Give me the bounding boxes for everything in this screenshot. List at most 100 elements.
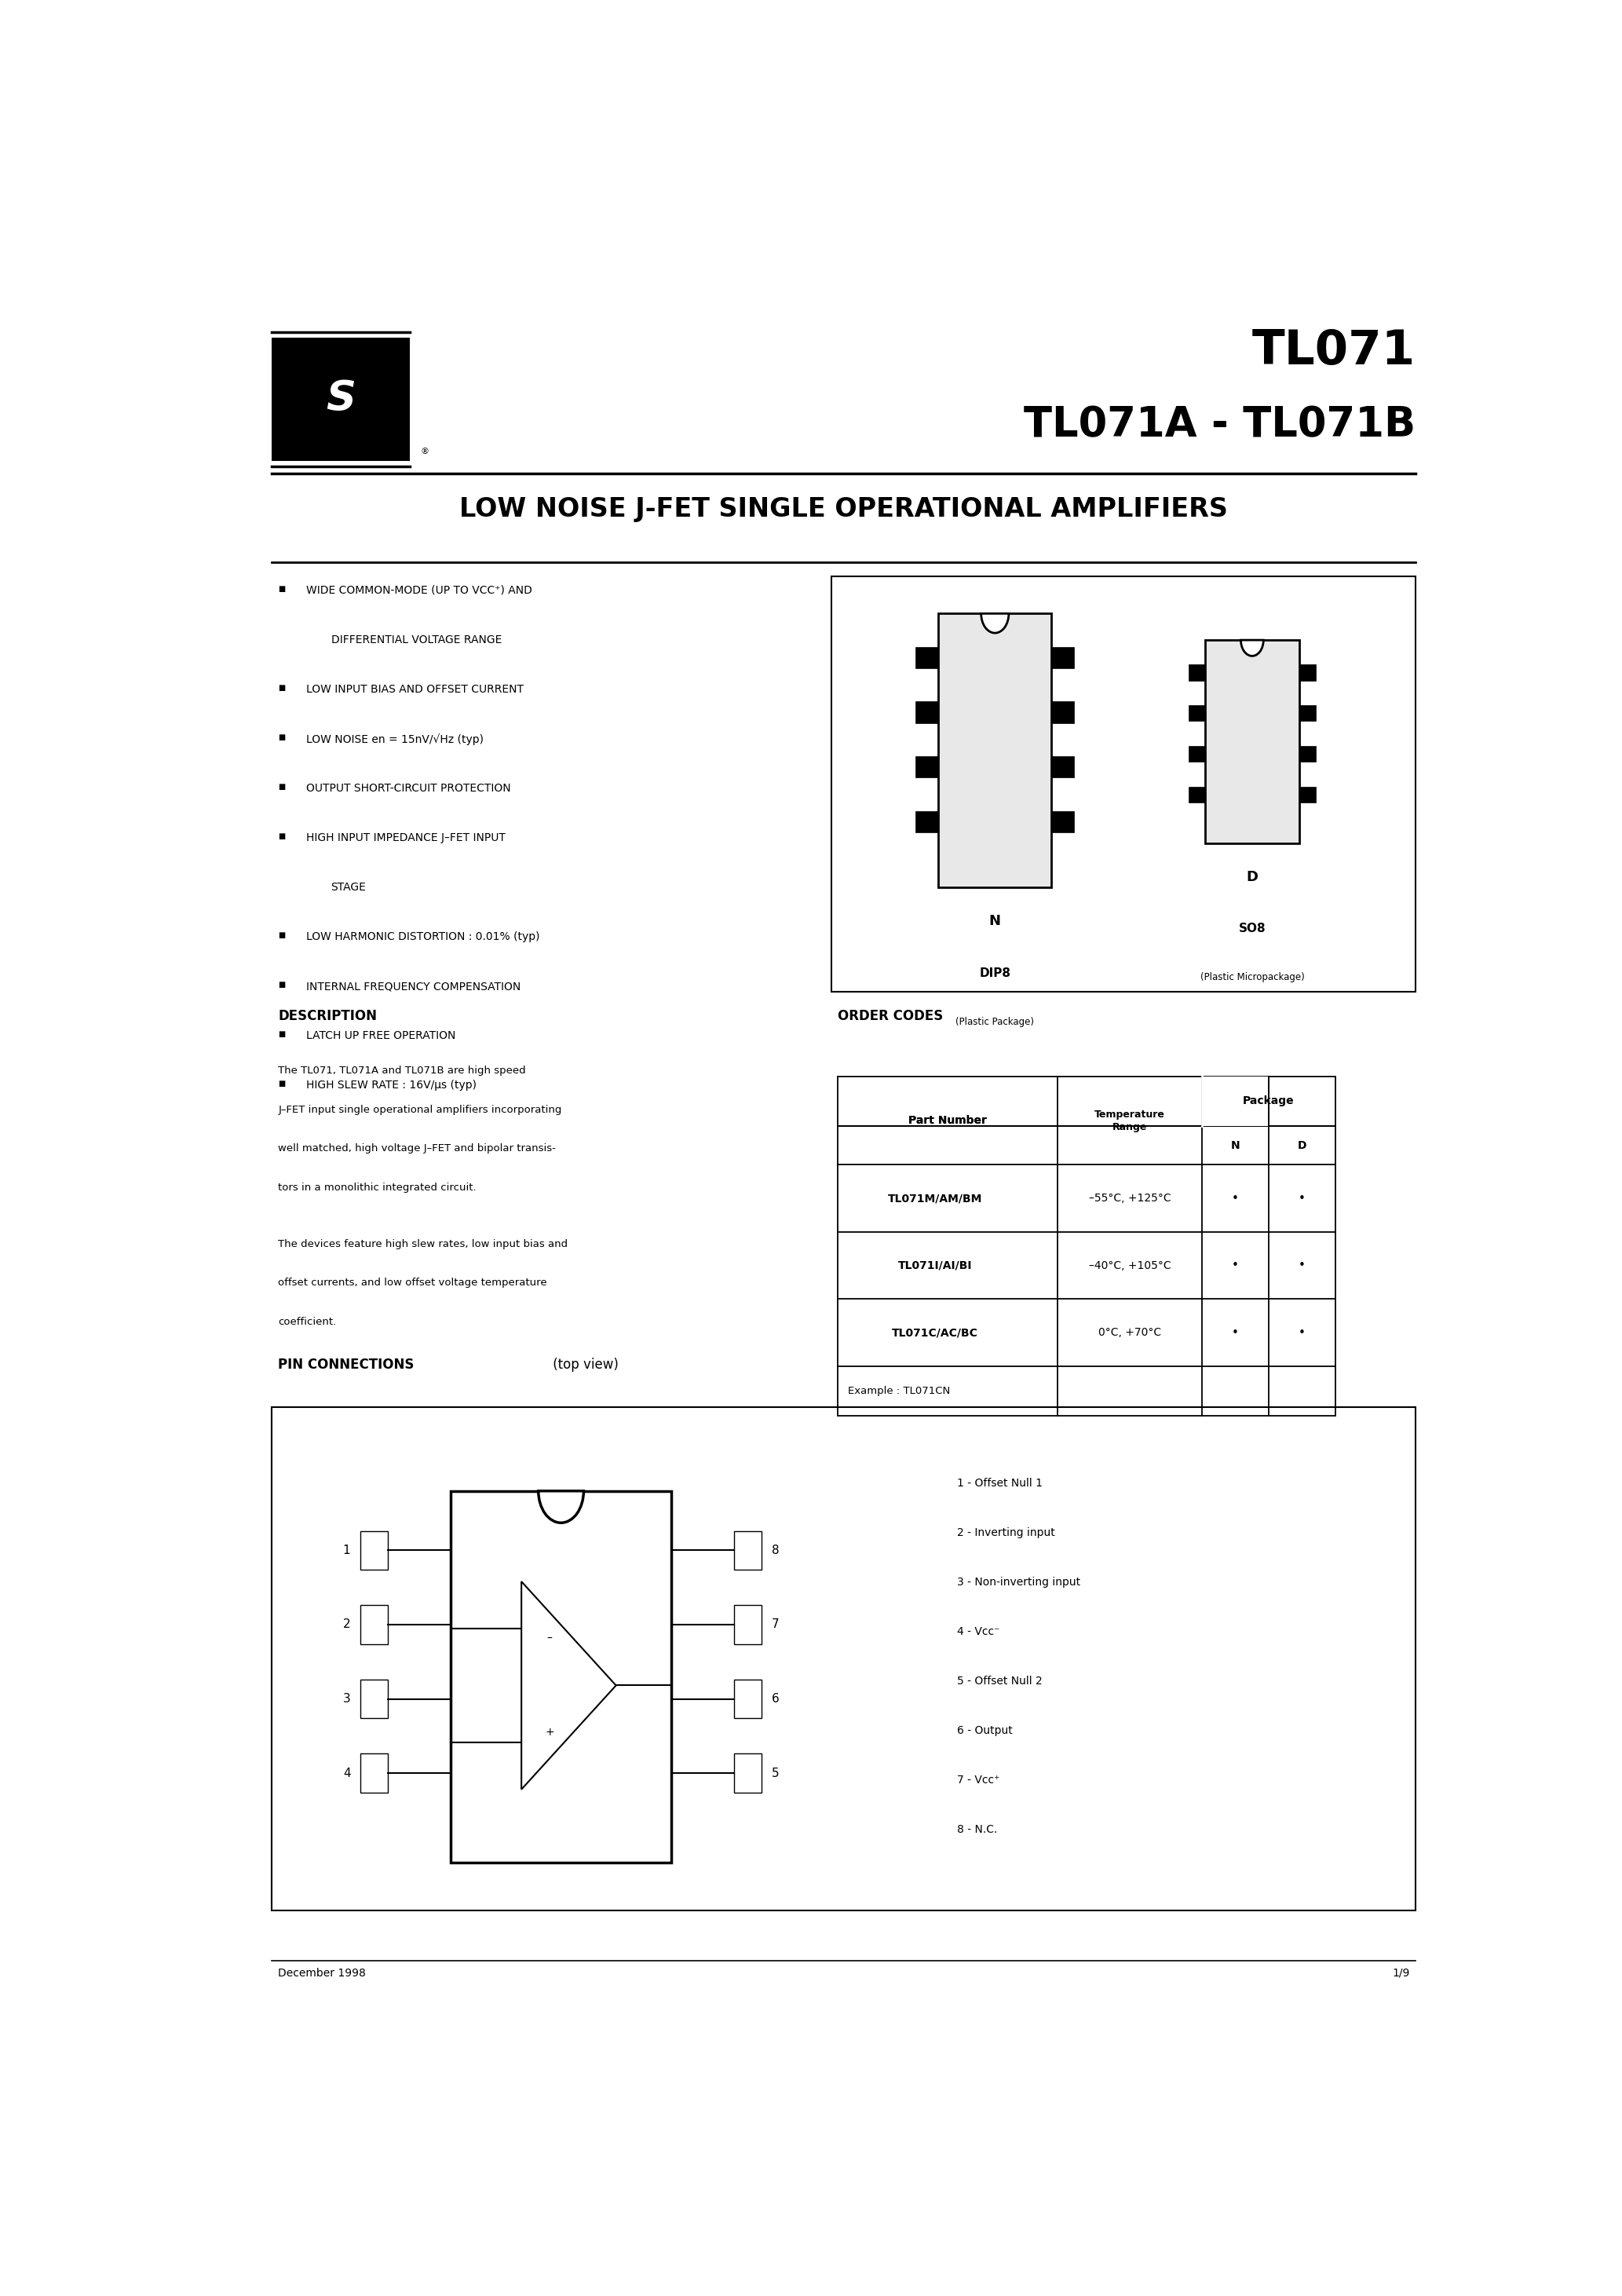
Text: INTERNAL FREQUENCY COMPENSATION: INTERNAL FREQUENCY COMPENSATION bbox=[307, 980, 521, 992]
Text: offset currents, and low offset voltage temperature: offset currents, and low offset voltage … bbox=[279, 1279, 547, 1288]
Text: •: • bbox=[1299, 1192, 1306, 1205]
Bar bbox=[1299, 746, 1315, 762]
Text: 0°C, +70°C: 0°C, +70°C bbox=[1098, 1327, 1161, 1339]
Text: Example : TL071CN: Example : TL071CN bbox=[848, 1387, 950, 1396]
Bar bbox=[360, 1605, 388, 1644]
Text: TL071A - TL071B: TL071A - TL071B bbox=[1023, 404, 1416, 445]
Bar bbox=[360, 1678, 388, 1717]
Text: 4 - Vᴄᴄ⁻: 4 - Vᴄᴄ⁻ bbox=[957, 1626, 999, 1637]
Bar bbox=[733, 1754, 761, 1793]
Text: 4: 4 bbox=[342, 1768, 350, 1779]
Bar bbox=[837, 1077, 1335, 1417]
Text: 7 - Vᴄᴄ⁺: 7 - Vᴄᴄ⁺ bbox=[957, 1775, 999, 1786]
Bar bbox=[451, 1490, 672, 1862]
Text: DESCRIPTION: DESCRIPTION bbox=[279, 1010, 376, 1024]
Text: 8 - N.C.: 8 - N.C. bbox=[957, 1825, 998, 1835]
Bar bbox=[272, 1407, 1416, 1910]
Text: ORDER CODES: ORDER CODES bbox=[837, 1010, 942, 1024]
Text: •: • bbox=[1233, 1261, 1239, 1272]
Text: PIN CONNECTIONS: PIN CONNECTIONS bbox=[279, 1357, 414, 1371]
Text: (Plastic Package): (Plastic Package) bbox=[955, 1017, 1035, 1026]
Text: 3: 3 bbox=[342, 1692, 350, 1704]
Text: D: D bbox=[1246, 870, 1259, 884]
Bar bbox=[916, 647, 939, 668]
Text: Package: Package bbox=[1242, 1095, 1294, 1107]
Bar bbox=[916, 810, 939, 833]
Bar bbox=[1051, 647, 1074, 668]
Text: LOW HARMONIC DISTORTION : 0.01% (typ): LOW HARMONIC DISTORTION : 0.01% (typ) bbox=[307, 932, 540, 941]
Text: December 1998: December 1998 bbox=[279, 1968, 367, 1979]
Text: STAGE: STAGE bbox=[331, 882, 367, 893]
Bar bbox=[1205, 641, 1299, 843]
Bar bbox=[1051, 755, 1074, 778]
Text: 3 - Non-inverting input: 3 - Non-inverting input bbox=[957, 1577, 1080, 1589]
Text: LOW INPUT BIAS AND OFFSET CURRENT: LOW INPUT BIAS AND OFFSET CURRENT bbox=[307, 684, 524, 696]
Text: ■: ■ bbox=[279, 1079, 285, 1088]
Text: DIFFERENTIAL VOLTAGE RANGE: DIFFERENTIAL VOLTAGE RANGE bbox=[331, 634, 501, 645]
Bar bbox=[1299, 788, 1315, 804]
Text: N: N bbox=[989, 914, 1001, 928]
Text: J–FET input single operational amplifiers incorporating: J–FET input single operational amplifier… bbox=[279, 1104, 561, 1116]
Text: –40°C, +105°C: –40°C, +105°C bbox=[1088, 1261, 1171, 1272]
Text: 7: 7 bbox=[772, 1619, 779, 1630]
Text: •: • bbox=[1233, 1192, 1239, 1205]
Text: ■: ■ bbox=[279, 1031, 285, 1038]
Bar bbox=[733, 1605, 761, 1644]
Bar bbox=[1051, 810, 1074, 833]
Text: TL071M/AM/BM: TL071M/AM/BM bbox=[887, 1194, 983, 1203]
Text: ■: ■ bbox=[279, 783, 285, 790]
Text: DIP8: DIP8 bbox=[980, 967, 1011, 978]
Text: TL071C/AC/BC: TL071C/AC/BC bbox=[892, 1327, 978, 1339]
Text: •: • bbox=[1299, 1261, 1306, 1272]
Bar bbox=[1189, 746, 1205, 762]
Bar bbox=[939, 613, 1051, 889]
Bar bbox=[733, 1678, 761, 1717]
Text: ■: ■ bbox=[279, 833, 285, 840]
Bar bbox=[916, 703, 939, 723]
Text: LOW NOISE en = 15nV/√Hz (typ): LOW NOISE en = 15nV/√Hz (typ) bbox=[307, 732, 483, 744]
Text: 5 - Offset Null 2: 5 - Offset Null 2 bbox=[957, 1676, 1043, 1688]
Bar bbox=[1189, 788, 1205, 804]
Text: –55°C, +125°C: –55°C, +125°C bbox=[1088, 1194, 1171, 1203]
Text: (top view): (top view) bbox=[548, 1357, 618, 1371]
Text: Part Number: Part Number bbox=[908, 1116, 986, 1125]
Wedge shape bbox=[981, 613, 1009, 634]
Text: ■: ■ bbox=[279, 684, 285, 691]
Text: ®: ® bbox=[420, 448, 428, 457]
Text: 1: 1 bbox=[342, 1545, 350, 1557]
Text: ■: ■ bbox=[279, 932, 285, 939]
Bar bbox=[272, 338, 410, 461]
Text: S: S bbox=[326, 379, 355, 420]
Text: 1 - Offset Null 1: 1 - Offset Null 1 bbox=[957, 1479, 1043, 1488]
Text: ■: ■ bbox=[279, 732, 285, 742]
Text: 5: 5 bbox=[772, 1768, 779, 1779]
Text: coefficient.: coefficient. bbox=[279, 1318, 336, 1327]
Text: HIGH INPUT IMPEDANCE J–FET INPUT: HIGH INPUT IMPEDANCE J–FET INPUT bbox=[307, 833, 504, 843]
Text: 6: 6 bbox=[772, 1692, 779, 1704]
Bar bbox=[360, 1754, 388, 1793]
Text: –: – bbox=[547, 1632, 553, 1644]
Text: LOW NOISE J-FET SINGLE OPERATIONAL AMPLIFIERS: LOW NOISE J-FET SINGLE OPERATIONAL AMPLI… bbox=[459, 496, 1228, 523]
Text: 6 - Output: 6 - Output bbox=[957, 1724, 1012, 1736]
Wedge shape bbox=[1241, 641, 1264, 657]
Text: OUTPUT SHORT-CIRCUIT PROTECTION: OUTPUT SHORT-CIRCUIT PROTECTION bbox=[307, 783, 511, 794]
Text: HIGH SLEW RATE : 16V/µs (typ): HIGH SLEW RATE : 16V/µs (typ) bbox=[307, 1079, 477, 1091]
Text: Temperature
Range: Temperature Range bbox=[1095, 1109, 1165, 1132]
Text: 2 - Inverting input: 2 - Inverting input bbox=[957, 1527, 1054, 1538]
Bar bbox=[1299, 664, 1315, 680]
Text: •: • bbox=[1299, 1327, 1306, 1339]
Bar bbox=[1051, 703, 1074, 723]
Text: D: D bbox=[1298, 1139, 1307, 1150]
Text: The devices feature high slew rates, low input bias and: The devices feature high slew rates, low… bbox=[279, 1240, 568, 1249]
Text: N: N bbox=[1231, 1139, 1239, 1150]
Text: ■: ■ bbox=[279, 585, 285, 592]
Bar bbox=[1202, 1077, 1268, 1125]
Text: 2: 2 bbox=[342, 1619, 350, 1630]
Bar bbox=[360, 1531, 388, 1570]
Bar bbox=[916, 755, 939, 778]
Bar bbox=[1189, 664, 1205, 680]
Bar bbox=[832, 576, 1416, 992]
Text: WIDE COMMON-MODE (UP TO VCC⁺) AND: WIDE COMMON-MODE (UP TO VCC⁺) AND bbox=[307, 585, 532, 597]
Wedge shape bbox=[539, 1490, 584, 1522]
Text: well matched, high voltage J–FET and bipolar transis-: well matched, high voltage J–FET and bip… bbox=[279, 1143, 556, 1155]
